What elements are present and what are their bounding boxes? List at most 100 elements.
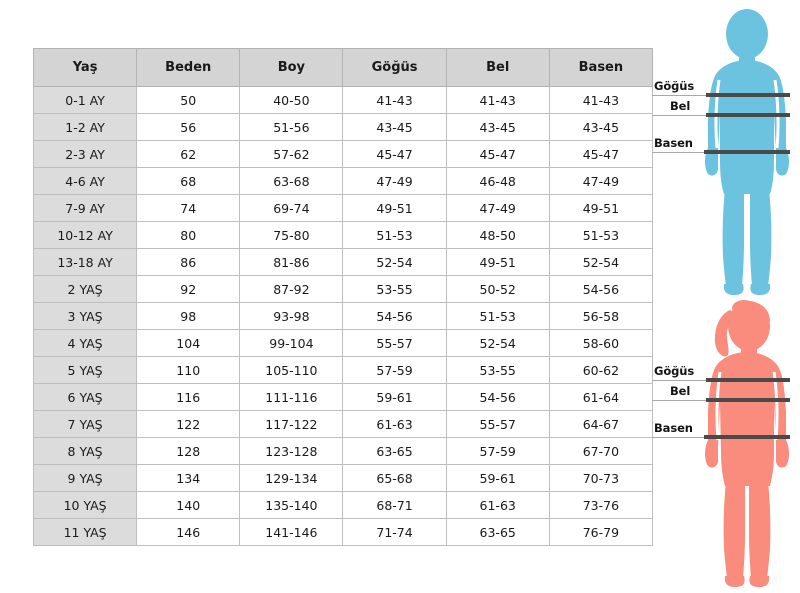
- cell-basen: 52-54: [548, 248, 654, 276]
- cell-basen: 73-76: [548, 491, 654, 519]
- cell-age: 1-2 AY: [32, 113, 138, 141]
- cell-gogus: 71-74: [342, 518, 447, 546]
- cell-beden: 134: [136, 464, 241, 492]
- cell-age: 2-3 AY: [32, 140, 138, 168]
- cell-bel: 53-55: [445, 356, 550, 384]
- boy-hip-leader-line: [652, 152, 724, 153]
- girl-hip-label: Basen: [654, 421, 693, 435]
- cell-gogus: 59-61: [342, 383, 447, 411]
- cell-gogus: 63-65: [342, 437, 447, 465]
- cell-basen: 49-51: [548, 194, 654, 222]
- cell-gogus: 61-63: [342, 410, 447, 438]
- table-header: Yaş Beden Boy Göğüs Bel Basen: [32, 48, 654, 87]
- cell-age: 4-6 AY: [32, 167, 138, 195]
- girl-hip-leader-line: [652, 437, 724, 438]
- table-row: 3 YAŞ 98 93-98 54-56 51-53 56-58: [32, 302, 654, 330]
- cell-basen: 41-43: [548, 86, 654, 114]
- cell-boy: 93-98: [239, 302, 344, 330]
- cell-beden: 56: [136, 113, 241, 141]
- cell-age: 10-12 AY: [32, 221, 138, 249]
- boy-chest-leader-line: [652, 95, 726, 96]
- cell-age: 7-9 AY: [32, 194, 138, 222]
- cell-bel: 47-49: [445, 194, 550, 222]
- table-row: 8 YAŞ 128 123-128 63-65 57-59 67-70: [32, 437, 654, 465]
- table-row: 4 YAŞ 104 99-104 55-57 52-54 58-60: [32, 329, 654, 357]
- cell-boy: 141-146: [239, 518, 344, 546]
- cell-bel: 54-56: [445, 383, 550, 411]
- table-row: 0-1 AY 50 40-50 41-43 41-43 41-43: [32, 86, 654, 114]
- boy-chest-band: [706, 93, 790, 97]
- cell-beden: 122: [136, 410, 241, 438]
- table-row: 2-3 AY 62 57-62 45-47 45-47 45-47: [32, 140, 654, 168]
- cell-basen: 51-53: [548, 221, 654, 249]
- cell-basen: 54-56: [548, 275, 654, 303]
- cell-gogus: 68-71: [342, 491, 447, 519]
- cell-bel: 63-65: [445, 518, 550, 546]
- table-body: 0-1 AY 50 40-50 41-43 41-43 41-43 1-2 AY 56 51-5…: [32, 86, 654, 546]
- cell-beden: 98: [136, 302, 241, 330]
- cell-basen: 67-70: [548, 437, 654, 465]
- cell-gogus: 51-53: [342, 221, 447, 249]
- cell-boy: 117-122: [239, 410, 344, 438]
- girl-waist-band: [706, 398, 790, 402]
- cell-basen: 61-64: [548, 383, 654, 411]
- column-header-beden: Beden: [136, 48, 241, 87]
- boy-chest-label: Göğüs: [654, 79, 695, 93]
- boy-waist-label: Bel: [670, 99, 691, 113]
- size-chart-table: Yaş Beden Boy Göğüs Bel Basen 0-1 AY 50 40…: [32, 48, 654, 546]
- boy-hip-label: Basen: [654, 136, 693, 150]
- table-row: 11 YAŞ 146 141-146 71-74 63-65 76-79: [32, 518, 654, 546]
- cell-bel: 48-50: [445, 221, 550, 249]
- cell-bel: 50-52: [445, 275, 550, 303]
- cell-bel: 43-45: [445, 113, 550, 141]
- cell-beden: 50: [136, 86, 241, 114]
- cell-boy: 105-110: [239, 356, 344, 384]
- cell-age: 2 YAŞ: [32, 275, 138, 303]
- cell-beden: 116: [136, 383, 241, 411]
- cell-boy: 75-80: [239, 221, 344, 249]
- table-row: 10-12 AY 80 75-80 51-53 48-50 51-53: [32, 221, 654, 249]
- boy-hip-band: [704, 150, 790, 154]
- table-row: 4-6 AY 68 63-68 47-49 46-48 47-49: [32, 167, 654, 195]
- cell-beden: 104: [136, 329, 241, 357]
- cell-gogus: 57-59: [342, 356, 447, 384]
- table-row: 7-9 AY 74 69-74 49-51 47-49 49-51: [32, 194, 654, 222]
- cell-beden: 86: [136, 248, 241, 276]
- cell-age: 7 YAŞ: [32, 410, 138, 438]
- cell-boy: 81-86: [239, 248, 344, 276]
- girl-hip-band: [704, 435, 790, 439]
- table-row: 1-2 AY 56 51-56 43-45 43-45 43-45: [32, 113, 654, 141]
- cell-boy: 57-62: [239, 140, 344, 168]
- cell-boy: 111-116: [239, 383, 344, 411]
- cell-boy: 123-128: [239, 437, 344, 465]
- cell-bel: 52-54: [445, 329, 550, 357]
- cell-gogus: 43-45: [342, 113, 447, 141]
- cell-boy: 129-134: [239, 464, 344, 492]
- cell-basen: 45-47: [548, 140, 654, 168]
- cell-boy: 69-74: [239, 194, 344, 222]
- column-header-bel: Bel: [445, 48, 550, 87]
- cell-bel: 41-43: [445, 86, 550, 114]
- cell-age: 9 YAŞ: [32, 464, 138, 492]
- cell-beden: 62: [136, 140, 241, 168]
- column-header-age: Yaş: [32, 48, 138, 87]
- cell-boy: 63-68: [239, 167, 344, 195]
- cell-age: 13-18 AY: [32, 248, 138, 276]
- cell-beden: 140: [136, 491, 241, 519]
- cell-beden: 128: [136, 437, 241, 465]
- girl-body-silhouette-icon: [705, 300, 789, 587]
- body-figures-panel: Göğüs Bel Basen: [652, 0, 800, 593]
- cell-beden: 74: [136, 194, 241, 222]
- table-row: 10 YAŞ 140 135-140 68-71 61-63 73-76: [32, 491, 654, 519]
- cell-bel: 46-48: [445, 167, 550, 195]
- girl-waist-leader-line: [652, 400, 726, 401]
- cell-basen: 64-67: [548, 410, 654, 438]
- cell-bel: 61-63: [445, 491, 550, 519]
- table-row: 9 YAŞ 134 129-134 65-68 59-61 70-73: [32, 464, 654, 492]
- cell-boy: 135-140: [239, 491, 344, 519]
- cell-basen: 58-60: [548, 329, 654, 357]
- cell-age: 3 YAŞ: [32, 302, 138, 330]
- cell-bel: 45-47: [445, 140, 550, 168]
- column-header-basen: Basen: [548, 48, 654, 87]
- table-row: 13-18 AY 86 81-86 52-54 49-51 52-54: [32, 248, 654, 276]
